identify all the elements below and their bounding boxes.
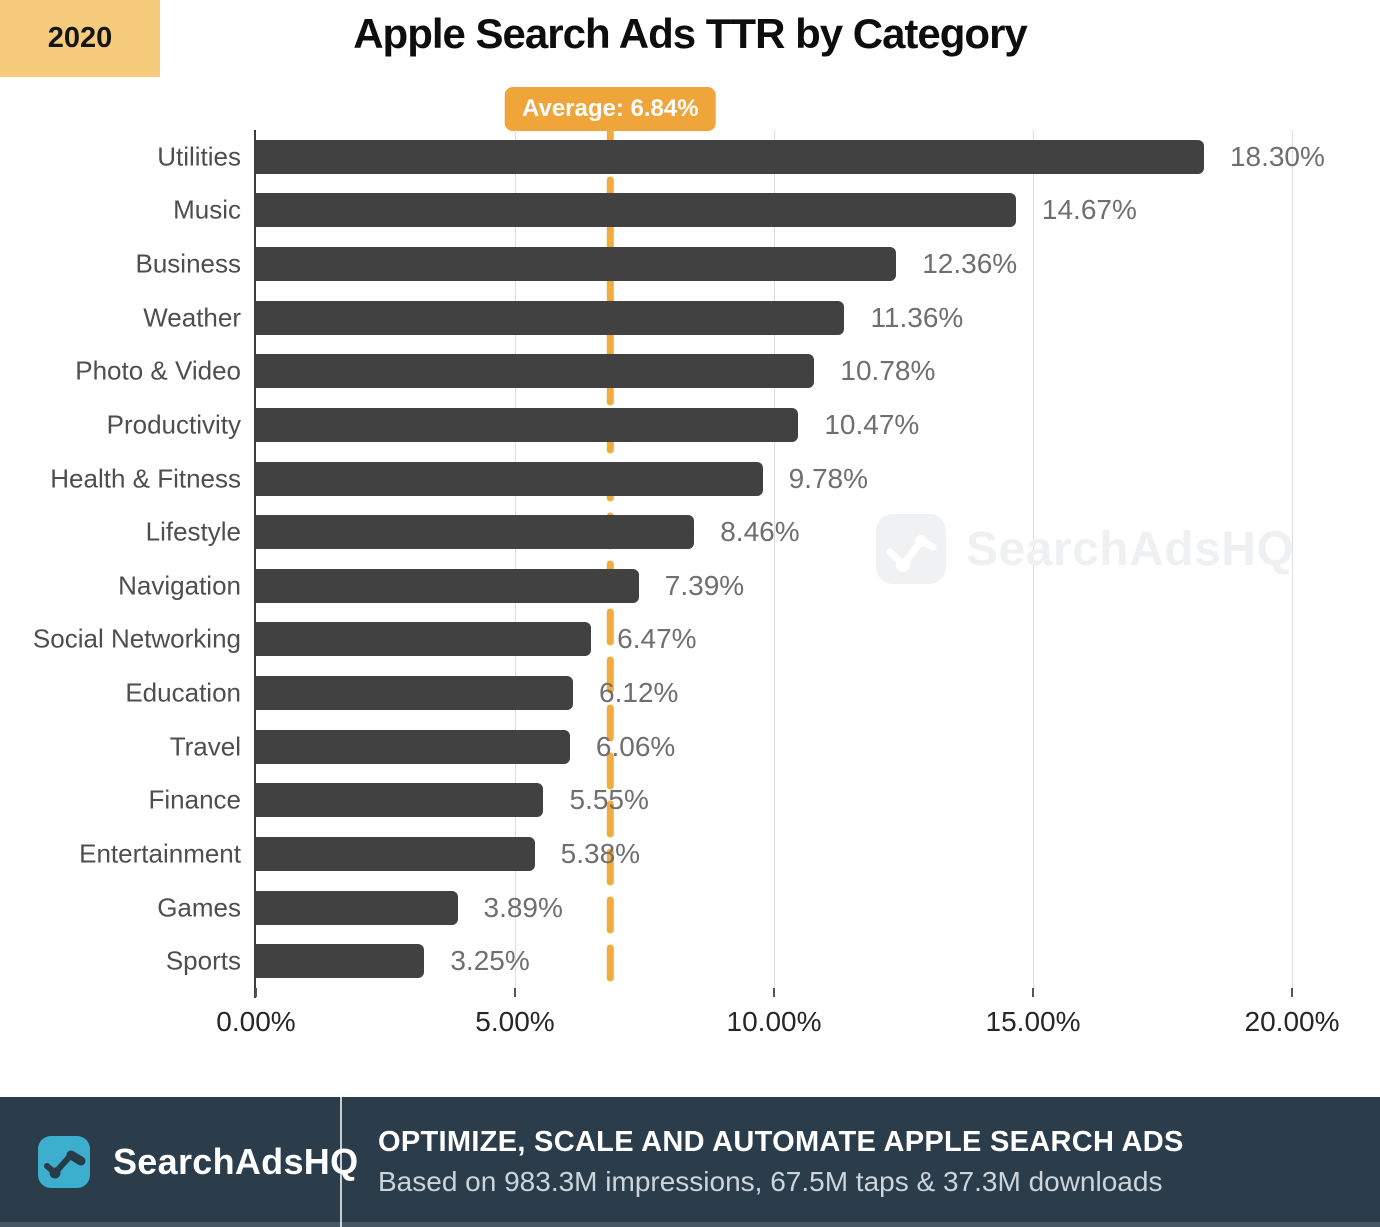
bar-row: Music 14.67% — [173, 184, 1292, 238]
category-label: Photo & Video — [75, 355, 241, 386]
category-label: Weather — [143, 302, 241, 333]
value-label: 10.47% — [824, 408, 920, 440]
brand-name: SearchAdsHQ — [113, 1141, 359, 1182]
category-label: Navigation — [118, 570, 241, 601]
category-label: Travel — [169, 731, 241, 762]
value-label: 7.39% — [664, 569, 745, 601]
x-axis-tick-label: 5.00% — [475, 1006, 555, 1037]
gridline — [1033, 130, 1034, 988]
bar-row: Productivity 10.47% — [107, 398, 1292, 452]
bar — [256, 944, 425, 979]
footer-headline: OPTIMIZE, SCALE AND AUTOMATE APPLE SEARC… — [378, 1126, 1184, 1158]
category-label: Games — [157, 892, 241, 923]
bar-row: Social Networking 6.47% — [33, 613, 1292, 667]
x-axis-tick — [773, 988, 775, 997]
category-label: Health & Fitness — [50, 463, 241, 494]
value-label: 11.36% — [870, 301, 964, 333]
bar-row: Weather 11.36% — [143, 291, 1292, 345]
bar — [256, 461, 763, 496]
category-label: Music — [173, 194, 241, 225]
x-axis-tick-label: 0.00% — [216, 1006, 296, 1037]
value-label: 5.55% — [569, 784, 649, 816]
bar-row: Travel 6.06% — [170, 720, 1292, 774]
page-title: Apple Search Ads TTR by Category — [353, 10, 1028, 57]
line-chart-zigzag-icon — [876, 514, 946, 584]
bar — [256, 354, 815, 389]
bar-row: Entertainment 5.38% — [79, 827, 1292, 881]
value-label: 10.78% — [840, 355, 936, 387]
category-label: Lifestyle — [145, 516, 241, 547]
bar-chart-plot-area: 0.00% 5.00% 10.00% 15.00% 20.00% Utilities 18.… — [33, 130, 1339, 1037]
bar — [256, 247, 897, 282]
value-label: 3.25% — [450, 945, 530, 977]
category-label: Social Networking — [32, 623, 241, 654]
value-label: 12.36% — [922, 248, 1018, 280]
bar — [256, 676, 574, 711]
category-label: Education — [125, 677, 241, 708]
bar-row: Finance 5.55% — [149, 774, 1292, 828]
bar — [256, 193, 1016, 228]
x-axis-tick — [1032, 988, 1034, 997]
value-label: 5.38% — [560, 837, 641, 869]
category-label: Utilities — [157, 141, 241, 172]
x-axis-tick — [255, 988, 257, 997]
bar — [256, 300, 845, 335]
category-label: Productivity — [106, 409, 241, 440]
bar-row: Business 12.36% — [136, 237, 1292, 291]
bar-row: Sports 3.25% — [166, 934, 1292, 988]
year-badge-label: 2020 — [47, 22, 113, 54]
gridline — [1292, 130, 1293, 988]
bar — [256, 568, 639, 603]
bar — [256, 622, 592, 657]
x-axis-tick — [1291, 988, 1293, 997]
value-label: 6.47% — [617, 623, 697, 655]
x-axis-tick-label: 20.00% — [1244, 1006, 1340, 1037]
footer-text-block: OPTIMIZE, SCALE AND AUTOMATE APPLE SEARC… — [342, 1097, 1380, 1227]
bar — [256, 729, 570, 764]
footer-bar: SearchAdsHQ OPTIMIZE, SCALE AND AUTOMATE… — [0, 1097, 1380, 1227]
average-badge: Average: 6.84% — [505, 87, 716, 131]
gridline — [774, 130, 775, 988]
bar — [256, 890, 458, 925]
gridline — [515, 130, 516, 988]
brand-logo-icon — [38, 1136, 90, 1188]
bar-row: Games 3.89% — [157, 881, 1292, 935]
category-label: Sports — [165, 945, 241, 976]
bar — [256, 783, 544, 818]
footer-subline: Based on 983.3M impressions, 67.5M taps … — [378, 1166, 1163, 1197]
category-label: Business — [135, 248, 242, 279]
bar — [256, 836, 535, 871]
value-label: 9.78% — [788, 462, 868, 494]
bar — [256, 139, 1204, 174]
x-axis-tick-label: 10.00% — [726, 1006, 822, 1037]
x-axis-tick — [514, 988, 516, 997]
footer-brand-block: SearchAdsHQ — [0, 1097, 358, 1227]
value-label: 3.89% — [483, 891, 563, 923]
y-axis-line — [254, 130, 256, 998]
value-label: 18.30% — [1229, 140, 1325, 172]
bar-row: Education 6.12% — [125, 666, 1292, 720]
watermark-text: SearchAdsHQ — [966, 522, 1295, 576]
bar — [256, 407, 799, 442]
value-label: 6.12% — [599, 677, 679, 709]
x-axis-tick-label: 15.00% — [985, 1006, 1081, 1037]
category-label: Entertainment — [79, 838, 241, 869]
year-badge: 2020 — [0, 0, 160, 77]
watermark: SearchAdsHQ — [876, 514, 1294, 584]
value-label: 6.06% — [595, 730, 676, 762]
bar-row: Lifestyle 8.46% — [146, 505, 1292, 559]
bar — [256, 515, 695, 550]
value-label: 14.67% — [1041, 194, 1137, 226]
bar-row: Navigation 7.39% — [118, 559, 1292, 613]
category-label: Finance — [148, 784, 242, 815]
value-label: 8.46% — [720, 516, 800, 548]
bar-row: Health & Fitness 9.78% — [50, 452, 1292, 506]
bar-row: Utilities 18.30% — [157, 130, 1325, 184]
bar-row: Photo & Video 10.78% — [75, 345, 1292, 399]
